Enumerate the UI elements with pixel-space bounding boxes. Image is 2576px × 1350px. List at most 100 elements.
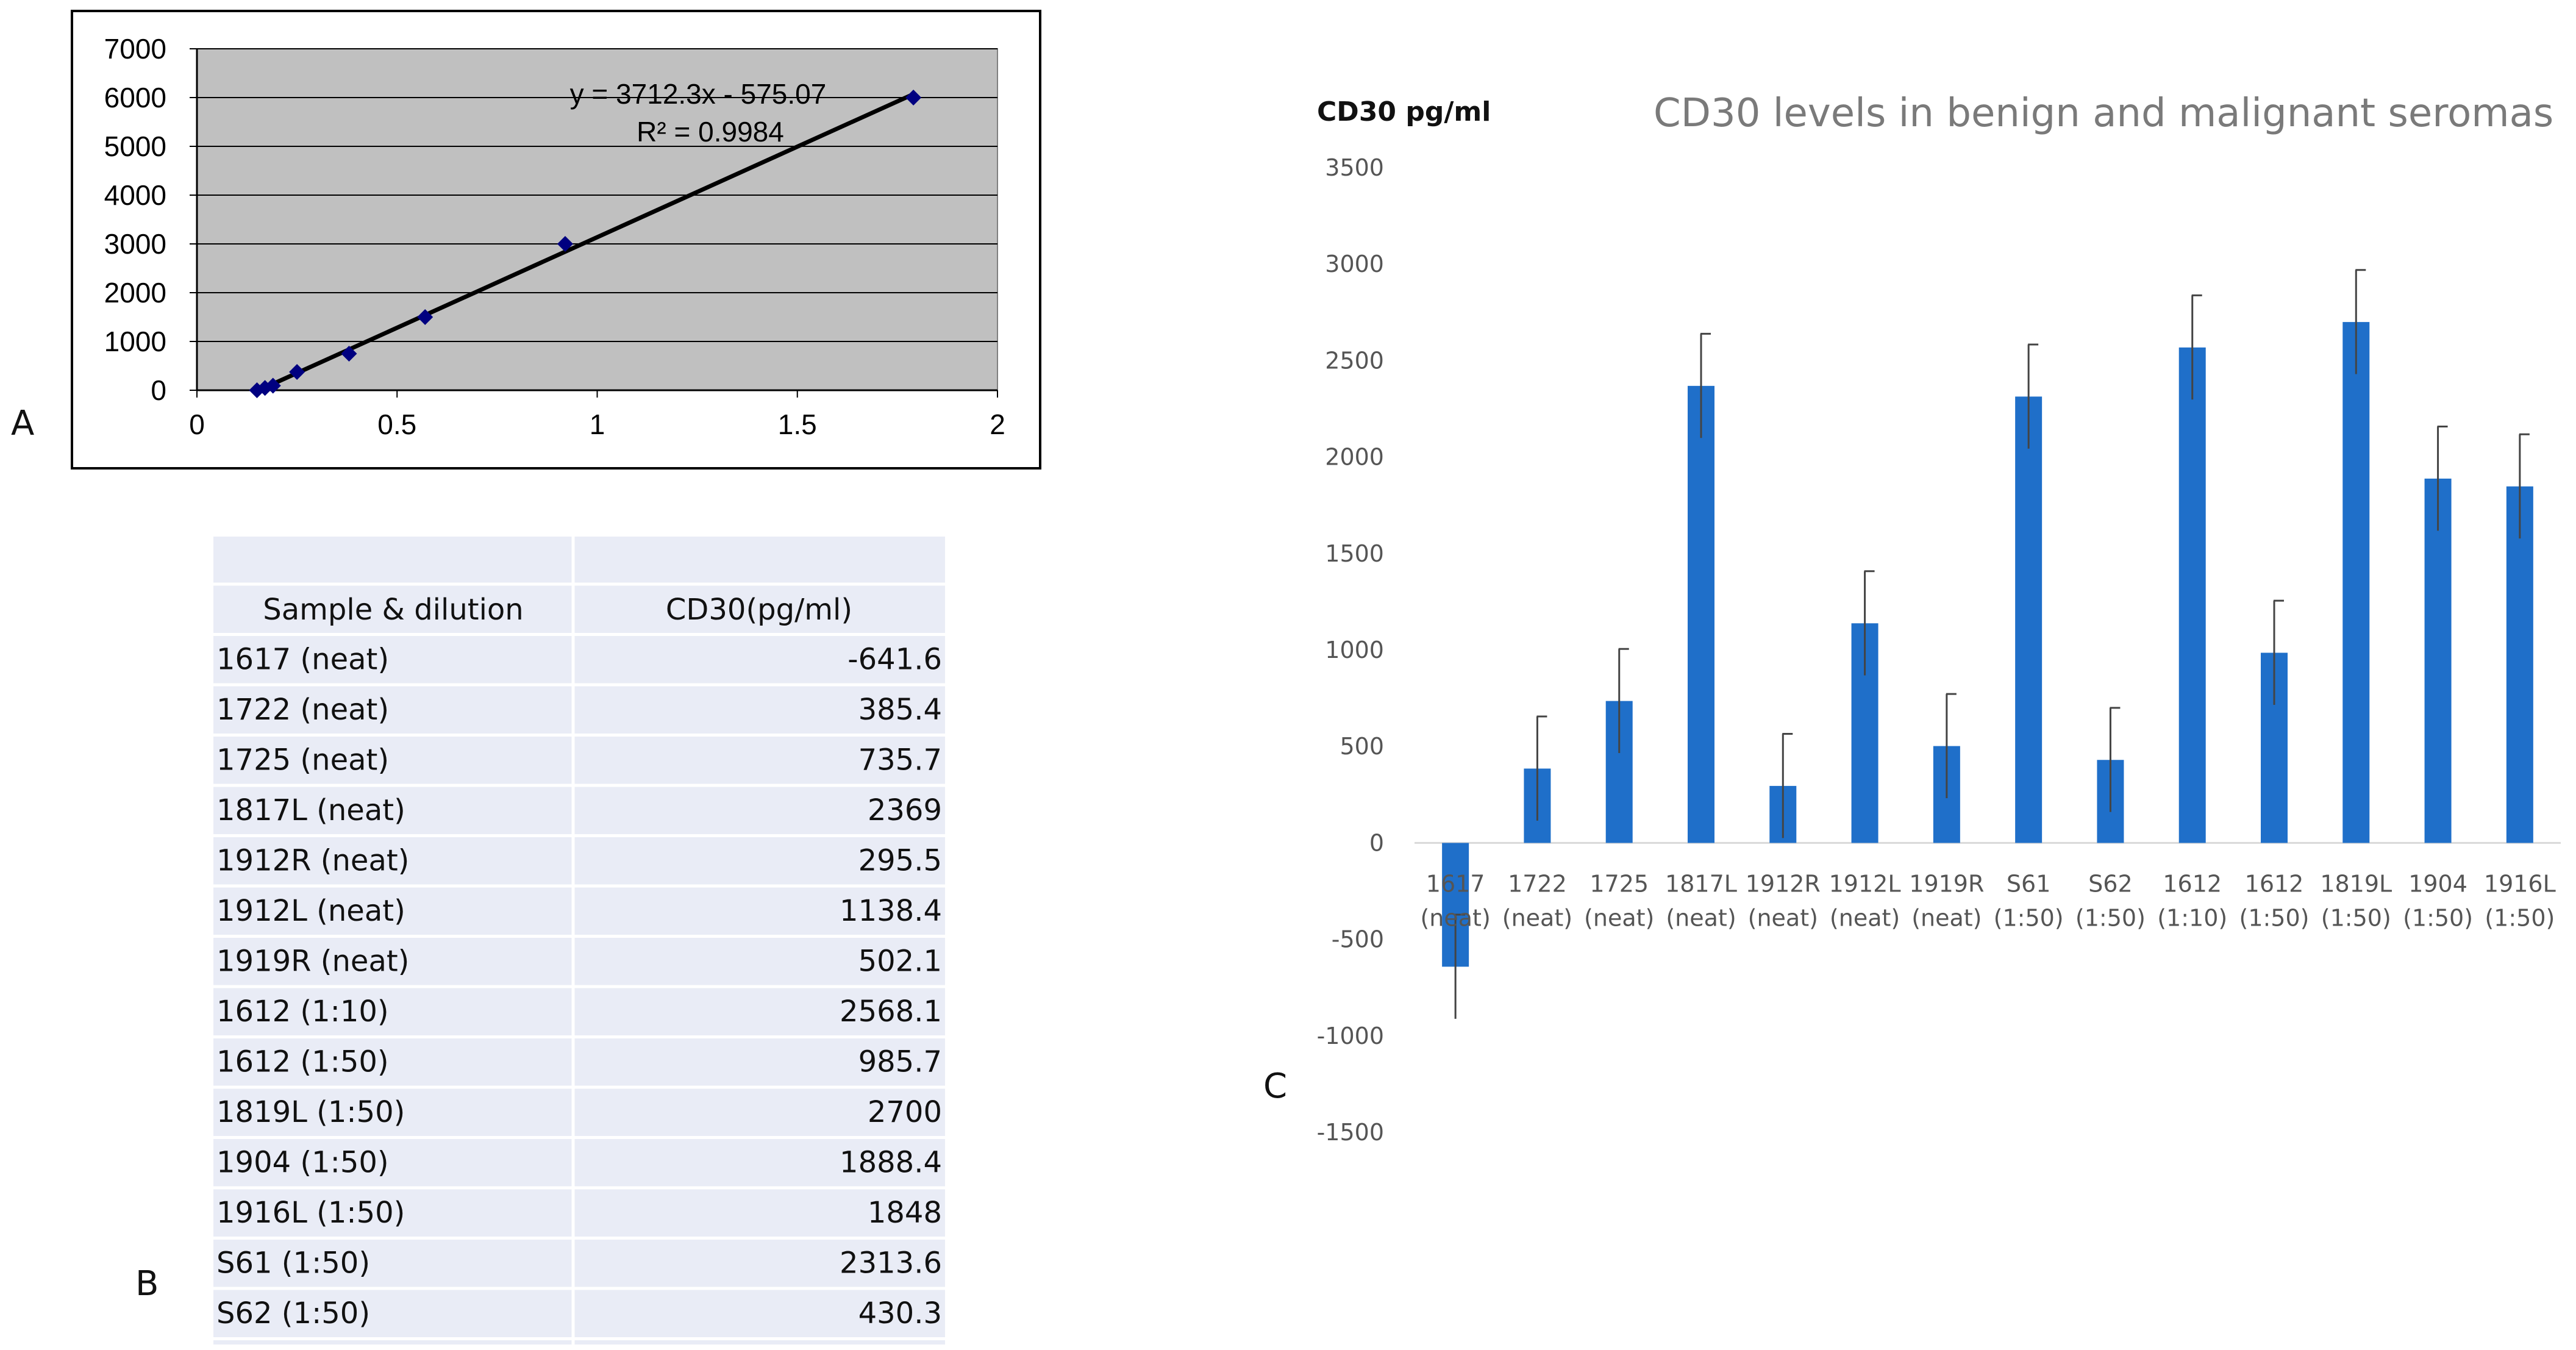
panel-c-categories: 1617 (neat) 1722 (neat) 1725 (neat) 1817L (neat… [1420, 870, 2555, 931]
table-cell-sample: 1912L (neat) [216, 894, 405, 928]
panel-c-error-bar [2109, 707, 2121, 812]
panel-c-error-bar [1454, 913, 1466, 1019]
panel-c-error-bar [1782, 732, 1793, 838]
panel-c-y-tick-label: -1000 [1317, 1023, 1384, 1049]
panel-c-y-tick-label: 2500 [1325, 347, 1384, 374]
table-rows: Sample & dilution CD30(pg/ml) 1617 (neat) -… [213, 537, 945, 1345]
panel-c-y-axis: -1500 -1000 -500 0 500 1000 1500 2000 2500 3000 35… [1317, 154, 1384, 1146]
panel-a-y-tick-label: 4000 [104, 179, 166, 211]
panel-c-category-sublabel: (neat) [1748, 904, 1818, 931]
panel-a-x-tick-label: 2 [990, 409, 1005, 440]
table-cell-value: 2313.6 [840, 1246, 942, 1280]
table-cell-sample: 1916L (1:50) [216, 1196, 405, 1230]
panel-c-error-bar [1700, 332, 1711, 438]
panel-a-x-tick-label: 1.5 [778, 409, 817, 440]
panel-c-category-sublabel: (neat) [1584, 904, 1654, 931]
table-cell-sample: 1819L (1:50) [216, 1095, 405, 1129]
panel-b-label: B [135, 1264, 159, 1304]
table-cell-sample: 1612 (1:10) [216, 995, 389, 1029]
table-header-sample: Sample & dilution [263, 593, 523, 627]
panel-c-error-bar [2437, 425, 2448, 531]
table-cell-sample: 1725 (neat) [216, 743, 389, 777]
table-background [213, 537, 945, 1345]
panel-c-category-label: 1722 [1508, 870, 1567, 897]
panel-c-error-bar [2027, 343, 2039, 449]
panel-c-category-label: 1916L [2484, 870, 2556, 897]
panel-c-category-sublabel: (neat) [1502, 904, 1572, 931]
table-cell-sample: S61 (1:50) [216, 1246, 370, 1280]
panel-a-data-point [265, 377, 281, 394]
panel-a-data-point [341, 346, 357, 362]
panel-c-category-label: 1817L [1665, 870, 1737, 897]
panel-c-category-label: 1919R [1909, 870, 1984, 897]
table-cell-value: 295.5 [858, 844, 942, 878]
panel-c-error-bars [1454, 269, 2530, 1019]
panel-c-category-sublabel: (1:10) [2157, 904, 2227, 931]
panel-c-y-tick-label: 2000 [1325, 444, 1384, 471]
table-cell-value: 1848 [868, 1196, 942, 1230]
panel-c-category-sublabel: (neat) [1420, 904, 1490, 931]
panel-c-category-label: 1912L [1829, 870, 1901, 897]
panel-a-data-point [289, 364, 305, 380]
panel-c-category-label: S62 [2088, 870, 2132, 897]
panel-a-y-tick-label: 6000 [104, 82, 166, 113]
table-cell-value: 985.7 [858, 1045, 942, 1079]
panel-a-data-point [417, 309, 433, 325]
table-cell-value: 502.1 [858, 945, 942, 979]
panel-c-y-tick-label: 0 [1369, 829, 1384, 856]
table-cell-sample: 1612 (1:50) [216, 1045, 389, 1079]
panel-c-bar [2178, 347, 2206, 843]
panel-c-category-label: 1904 [2408, 870, 2467, 897]
table-cell-sample: 1912R (neat) [216, 844, 409, 878]
panel-c-category-sublabel: (1:50) [1994, 904, 2064, 931]
panel-a-x-axis: 0 0.5 1 1.5 2 [189, 49, 1005, 440]
panel-c-y-tick-label: -500 [1332, 926, 1384, 953]
panel-a-gridlines [197, 48, 997, 391]
panel-c-y-tick-label: 500 [1340, 733, 1384, 760]
panel-c-bar [2342, 322, 2370, 843]
panel-a-points [249, 90, 922, 398]
panel-a-x-tick-label: 0 [189, 409, 205, 440]
panel-c-error-bar [1618, 648, 1629, 754]
table-cell-value: -641.6 [847, 643, 942, 677]
panel-c-error-bar [1864, 570, 1875, 676]
panel-c-ylabel: CD30 pg/ml [1317, 96, 1491, 127]
panel-a-plot-area [196, 48, 998, 391]
panel-c-bars [1442, 322, 2533, 967]
panel-c-y-tick-label: -1500 [1317, 1119, 1384, 1146]
table-cell-value: 1888.4 [840, 1146, 942, 1180]
table-cell-value: 2369 [868, 793, 942, 827]
panel-c-y-tick-label: 1500 [1325, 540, 1384, 567]
panel-c-label: C [1263, 1066, 1287, 1106]
panel-a-r-squared: R² = 0.9984 [637, 116, 784, 148]
table-cell-sample: 1722 (neat) [216, 693, 389, 727]
panel-c-category-sublabel: (1:50) [2075, 904, 2146, 931]
panel-c-title: CD30 levels in benign and malignant sero… [1654, 91, 2553, 136]
panel-a-label: A [11, 404, 34, 443]
table-cell-value: 430.3 [858, 1296, 942, 1330]
panel-c-bar [2015, 396, 2043, 843]
panel-a-y-tick-label: 3000 [104, 228, 166, 260]
panel-c-y-tick-label: 1000 [1325, 637, 1384, 663]
panel-c-bar [1688, 385, 1714, 843]
panel-c-category-label: S61 [2007, 870, 2050, 897]
table-cell-value: 1138.4 [840, 894, 942, 928]
panel-a-x-tick-label: 0.5 [377, 409, 416, 440]
panel-c-error-bar [1946, 693, 1957, 798]
panel-a-y-tick-label: 5000 [104, 130, 166, 162]
table-header-cd30: CD30(pg/ml) [666, 593, 852, 627]
panel-c-bar [2506, 486, 2533, 843]
panel-c-error-bar [2519, 433, 2530, 539]
panel-c-error-bar [2355, 269, 2366, 374]
panel-c-category-label: 1617 [1426, 870, 1485, 897]
panel-a-equation: y = 3712.3x - 575.07 [570, 78, 827, 110]
panel-c-category-sublabel: (1:50) [2485, 904, 2555, 931]
panel-c-category-sublabel: (1:50) [2321, 904, 2391, 931]
panel-c-y-tick-label: 3000 [1325, 251, 1384, 277]
panel-a-y-axis: 0 1000 2000 3000 4000 5000 6000 7000 [104, 33, 197, 406]
panel-c-category-sublabel: (neat) [1911, 904, 1982, 931]
table-cell-value: 385.4 [858, 693, 942, 727]
panel-a-y-tick-label: 0 [151, 374, 166, 406]
